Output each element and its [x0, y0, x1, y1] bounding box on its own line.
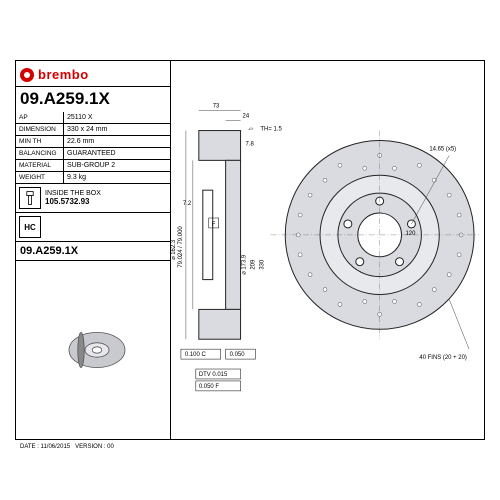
svg-text:0.100 C: 0.100 C: [185, 352, 207, 358]
dim-hub: 7.2: [183, 201, 192, 207]
side-profile: 73 24 ⏥ TH= 1.5 7.8 7.2 ⌀ 162.3 79.024 /…: [171, 104, 282, 391]
inside-box-label: INSIDE THE BOX: [45, 190, 101, 197]
svg-text:173.9: 173.9: [242, 254, 248, 270]
spec-value: SUB-GROUP 2: [64, 160, 170, 171]
svg-text:0.050: 0.050: [230, 352, 246, 358]
rotor-front-view: 14.65 (x5) 120 40 FINS (20 + 20): [270, 131, 479, 362]
rotor-thumbnail: [16, 261, 170, 439]
spec-row-material: MATERIAL SUB-GROUP 2: [16, 160, 170, 172]
dim-d3: ⌀: [242, 271, 248, 275]
dim-th: TH= 1.5: [260, 127, 282, 133]
drawing-area: 73 24 ⏥ TH= 1.5 7.8 7.2 ⌀ 162.3 79.024 /…: [171, 61, 484, 439]
spec-value: 22.6 mm: [64, 136, 170, 147]
hc-badge: HC: [19, 216, 41, 238]
left-column: brembo 09.A259.1X AP 25110 X DIMENSION 3…: [16, 61, 171, 439]
technical-drawing: 73 24 ⏥ TH= 1.5 7.8 7.2 ⌀ 162.3 79.024 /…: [171, 61, 484, 439]
svg-text:F: F: [212, 222, 216, 228]
dim-d1: ⌀: [171, 256, 177, 260]
inside-box-text: INSIDE THE BOX 105.5732.93: [45, 190, 101, 206]
footer: DATE : 11/06/2015 VERSION : 00: [16, 443, 118, 451]
spec-label: WEIGHT: [16, 172, 64, 183]
dim-face: 7.8: [246, 141, 255, 147]
spec-label: MIN TH: [16, 136, 64, 147]
dim-top-offset: 24: [243, 114, 250, 120]
fins-note: 40 FINS (20 + 20): [419, 355, 467, 361]
spec-row-minth: MIN TH 22.6 mm: [16, 136, 170, 148]
header: brembo: [16, 61, 170, 87]
svg-text:DTV 0.015: DTV 0.015: [199, 372, 228, 378]
spec-label: MATERIAL: [16, 160, 64, 171]
footer-version: VERSION : 00: [75, 444, 114, 450]
svg-text:209: 209: [250, 259, 256, 270]
part-number-repeat: 09.A259.1X: [16, 242, 170, 261]
spec-label: DIMENSION: [16, 124, 64, 135]
dim-top-width: 73: [213, 104, 220, 110]
hc-row: HC: [16, 213, 170, 242]
dim-hole: 14.65 (x5): [429, 146, 456, 152]
spec-row-dimension: DIMENSION 330 x 24 mm: [16, 124, 170, 136]
footer-date: DATE : 11/06/2015: [20, 444, 70, 450]
bolt-icon: [19, 187, 41, 209]
logo-dot-icon: [20, 68, 34, 82]
spec-label: BALANCING: [16, 148, 64, 159]
spec-table: AP 25110 X DIMENSION 330 x 24 mm MIN TH …: [16, 112, 170, 184]
svg-text:0.050 F: 0.050 F: [199, 384, 220, 390]
brembo-logo: brembo: [20, 67, 166, 82]
spec-value: 25110 X: [64, 112, 170, 123]
spec-row-weight: WEIGHT 9.3 kg: [16, 172, 170, 184]
svg-text:162.3: 162.3: [171, 239, 177, 255]
spec-value: GUARANTEED: [64, 148, 170, 159]
inside-box-part: 105.5732.93: [45, 197, 101, 206]
dim-th-note: ⏥: [249, 127, 254, 133]
spec-sheet: brembo 09.A259.1X AP 25110 X DIMENSION 3…: [15, 60, 485, 440]
brand-name: brembo: [38, 67, 89, 82]
spec-row-ap: AP 25110 X: [16, 112, 170, 124]
part-number: 09.A259.1X: [16, 87, 170, 112]
spec-value: 330 x 24 mm: [64, 124, 170, 135]
spec-value: 9.3 kg: [64, 172, 170, 183]
spec-label: AP: [16, 112, 64, 123]
svg-text:330: 330: [259, 259, 265, 270]
inside-box-row: INSIDE THE BOX 105.5732.93: [16, 184, 170, 213]
svg-text:79.024 / 79.000: 79.024 / 79.000: [178, 226, 184, 268]
dim-bolt-circle: 120: [405, 231, 416, 237]
spec-row-balancing: BALANCING GUARANTEED: [16, 148, 170, 160]
